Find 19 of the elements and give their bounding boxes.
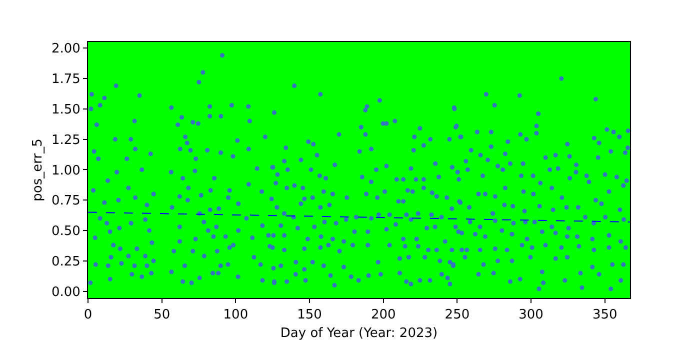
y-tick-label: 2.00 [51, 42, 80, 57]
y-tick-label: 1.50 [51, 102, 80, 118]
y-tick-label: 0.75 [51, 194, 80, 209]
x-tick-label: 350 [592, 308, 618, 323]
y-tick-label: 0.25 [51, 254, 80, 270]
x-axis-title: Day of Year (Year: 2023) [280, 326, 438, 342]
x-tick-label: 100 [223, 308, 248, 323]
x-tick-label: 300 [518, 308, 544, 323]
x-tick-label: 150 [297, 308, 322, 323]
y-tick-label: 0.00 [51, 284, 80, 300]
y-tick-label: 1.25 [51, 132, 80, 148]
x-tick-label: 0 [84, 308, 92, 323]
x-tick-label: 50 [154, 308, 170, 323]
y-axis-title: pos_err_5 [30, 138, 46, 202]
x-tick-label: 200 [370, 308, 396, 323]
x-tick-label: 250 [444, 308, 470, 323]
y-tick-label: 1.75 [51, 72, 80, 88]
y-tick-label: 1.00 [51, 163, 80, 178]
y-tick-label: 0.50 [51, 224, 80, 240]
